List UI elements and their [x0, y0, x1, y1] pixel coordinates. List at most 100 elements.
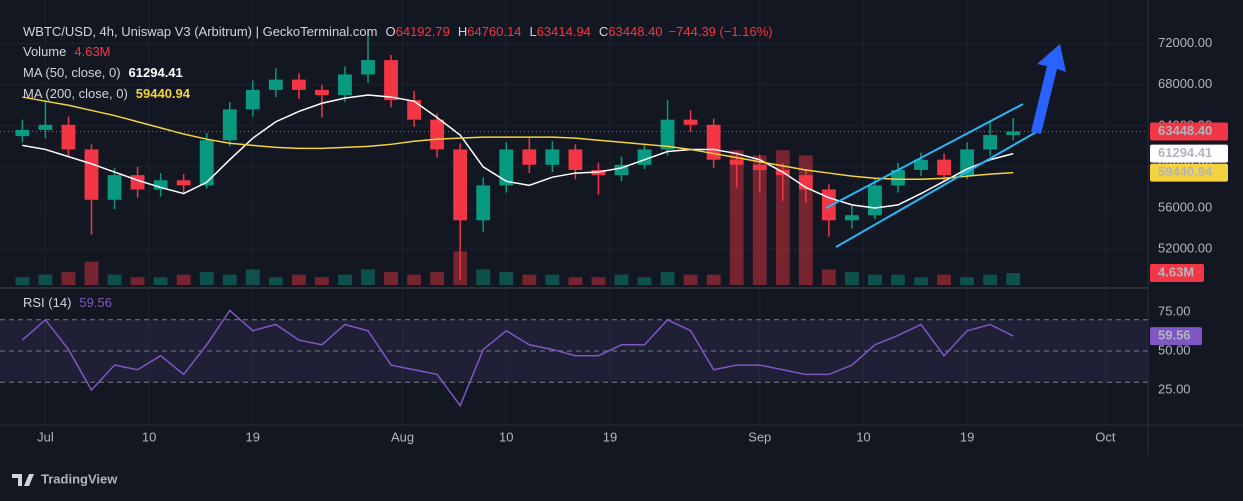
ohlc-key: H [458, 24, 467, 39]
candle-body [407, 100, 422, 120]
volume-bar [914, 277, 928, 285]
volume-bar [199, 272, 214, 285]
volume-bar [821, 269, 836, 285]
volume-bar [1006, 272, 1021, 285]
volume-last-label: 4.63M [1158, 264, 1194, 279]
x-tick-label: Jul [37, 429, 54, 444]
ohlc-value: 64192.79 [396, 24, 450, 39]
volume-bar [729, 150, 744, 285]
x-tick-label: 10 [856, 429, 870, 444]
candle-body [545, 149, 560, 165]
channel-line [835, 130, 1039, 248]
y-tick-label: 52000.00 [1158, 240, 1212, 255]
volume-bar [384, 272, 398, 285]
candle-body [821, 189, 836, 221]
candle-body [706, 124, 721, 160]
candle-body [1006, 131, 1021, 136]
x-tick-label: Sep [748, 429, 771, 444]
candle-body [683, 119, 698, 125]
candle-body [338, 74, 352, 96]
legend-value: 4.63M [74, 44, 110, 59]
volume-bar [983, 274, 998, 285]
candle-body [499, 149, 514, 186]
candle-body [522, 149, 537, 165]
volume-bar [476, 269, 491, 285]
volume-bar [568, 277, 583, 285]
candle-body [61, 124, 76, 150]
ma-last-label-box [1150, 163, 1228, 182]
rsi-line [21, 309, 1014, 408]
candle-body [660, 119, 675, 150]
volume-bar [752, 155, 767, 285]
candle-body [176, 180, 191, 186]
plot [0, 29, 1148, 408]
x-tick-label: Oct [1095, 429, 1116, 444]
ohlc-value: 63448.40 [608, 24, 662, 39]
legend-name: MA (50, close, 0) [23, 65, 121, 80]
volume-bar [176, 274, 191, 285]
logo-icon [12, 474, 34, 486]
candle-body [614, 164, 629, 176]
last-price-label-box [1150, 122, 1228, 141]
volume-bar [84, 261, 99, 285]
legend-name: Volume [23, 44, 66, 59]
volume-bar [291, 274, 306, 285]
candle-body [38, 124, 53, 130]
candle-body [914, 159, 928, 170]
volume-bar [153, 277, 168, 285]
x-tick-label: Aug [391, 429, 414, 444]
legend-name: MA (200, close, 0) [23, 86, 128, 101]
candle-body [107, 175, 122, 200]
last-price-label: 63448.40 [1158, 123, 1212, 138]
ma-legend: MA (50, close, 0) 61294.41 [23, 65, 183, 80]
volume-bar [775, 150, 790, 285]
channel-line [825, 103, 1024, 209]
volume-bar [222, 274, 237, 285]
volume-bar [499, 272, 514, 285]
volume-bar [660, 272, 675, 285]
y-tick-label: 50.00 [1158, 342, 1191, 357]
ohlc-value: 64760.14 [467, 24, 521, 39]
x-tick-label: 19 [603, 429, 617, 444]
volume-bar [960, 277, 975, 285]
volume-bar [430, 272, 445, 285]
volume-last-box [1150, 263, 1204, 282]
ohlc-value: 63414.94 [537, 24, 591, 39]
volume-bar [61, 272, 76, 285]
ma-last-label: 61294.41 [1158, 145, 1212, 160]
volume-legend: Volume 4.63M [23, 44, 111, 59]
ma-line [22, 94, 1014, 209]
y-tick-label: 56000.00 [1158, 199, 1212, 214]
legend-name: RSI (14) [23, 295, 71, 310]
header-line: WBTC/USD, 4h, Uniswap V3 (Arbitrum) | Ge… [23, 24, 773, 39]
y-tick-label: 68000.00 [1158, 76, 1212, 91]
candle-body [268, 79, 283, 90]
candle-body [729, 159, 744, 165]
volume-bar [844, 272, 859, 285]
y-tick-label: 72000.00 [1158, 35, 1212, 50]
brand: TradingView [41, 471, 118, 486]
volume-bar [245, 269, 260, 285]
candle-body [291, 79, 306, 90]
candle-body [153, 180, 168, 190]
candle-body [844, 215, 859, 221]
volume-bar [338, 274, 352, 285]
legend-value: 61294.41 [129, 65, 183, 80]
volume-bar [868, 274, 882, 285]
volume-bar [130, 277, 145, 285]
candle-body [315, 89, 329, 96]
candle-body [384, 60, 398, 101]
volume-bar [38, 274, 53, 285]
brand-logo: TradingView [12, 471, 118, 486]
candle-body [15, 129, 30, 137]
candle-body [430, 119, 445, 150]
candle-body [568, 149, 583, 170]
volume-bar [614, 274, 629, 285]
ohlc-key: O [385, 24, 395, 39]
y-tick-label: 75.00 [1158, 303, 1191, 318]
volume-bar [268, 277, 283, 285]
volume-bar [15, 277, 30, 285]
candle-body [361, 60, 375, 75]
candle-body [453, 149, 468, 221]
